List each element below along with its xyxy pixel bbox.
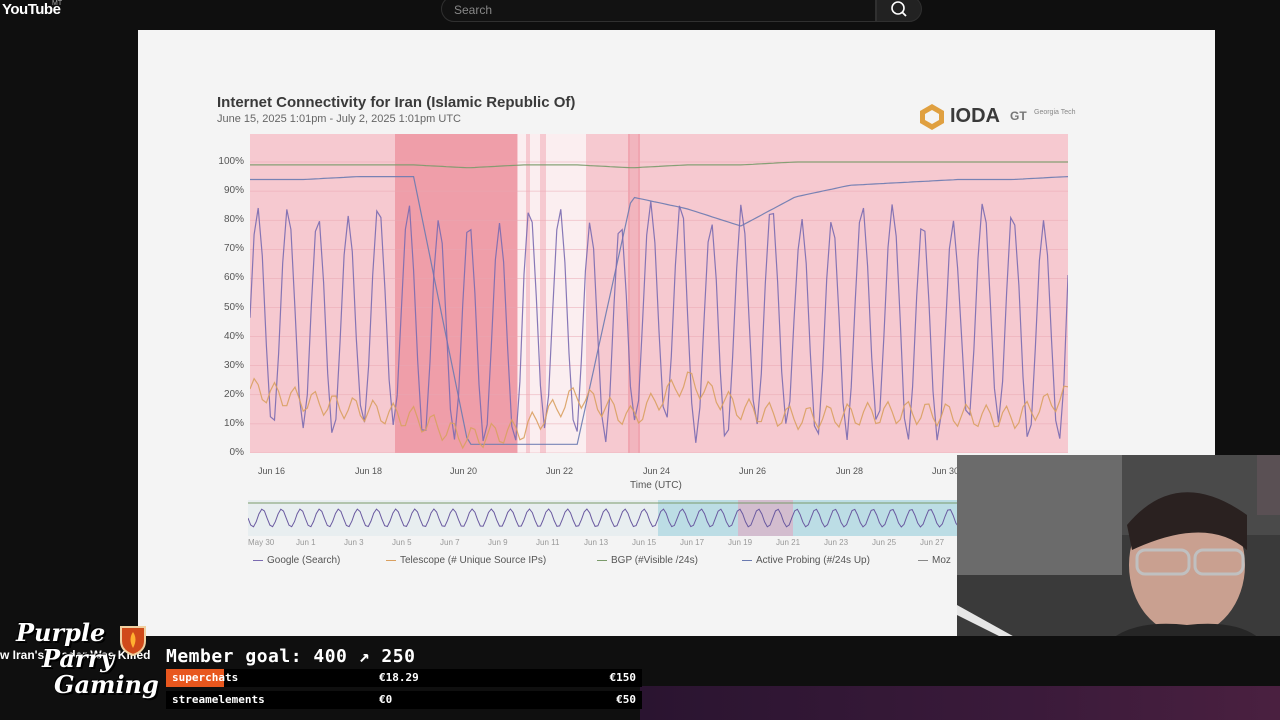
ioda-logo-icon [920,104,944,130]
superchats-highlight [166,669,224,687]
overview-outage [738,500,793,536]
x-tick-label: Jun 28 [836,466,864,476]
outage-band [628,134,640,453]
overview-tick-label: May 30 [248,538,275,547]
overview-tick-label: Jun 13 [584,538,609,547]
legend-label: BGP (#Visible /24s) [611,555,698,566]
ioda-brand: IODA [950,105,1000,127]
legend-label: Active Probing (#/24s Up) [756,555,870,566]
y-tick-label: 40% [223,330,244,342]
outage-background [250,134,1068,453]
ioda-slide: Internet Connectivity for Iran (Islamic … [138,30,1215,636]
overview-tick-label: Jun 3 [344,538,364,547]
legend-label: Telescope (# Unique Source IPs) [400,555,547,566]
legend-item[interactable]: BGP (#Visible /24s) [597,555,698,566]
connectivity-chart [250,134,1068,453]
legend-label: Moz [932,555,951,566]
y-tick-label: 80% [223,214,244,226]
brand-line-2: Parry [42,644,115,673]
row-target: €150 [609,671,637,684]
y-tick-label: 70% [223,243,244,255]
legend-item[interactable]: Google (Search) [253,555,340,566]
overview-tick-label: Jun 5 [392,538,412,547]
outage-gap [518,134,526,453]
overview-tick-label: Jun 23 [824,538,849,547]
y-tick-label: 100% [218,156,244,167]
purple-overlay-strip [640,686,1280,720]
gt-logo: GT [1010,109,1027,123]
shield-icon [120,626,146,656]
legend-swatch [597,559,607,561]
search-button[interactable] [876,0,922,22]
brand-line-1: Purple [16,618,106,647]
legend-item[interactable]: Telescope (# Unique Source IPs) [386,555,546,566]
row-current: €18.29 [379,671,419,684]
series-line [250,161,1068,169]
streamelements-row: streamelements €0 €50 [166,691,642,709]
georgia-tech-label: Georgia Tech [1034,109,1076,116]
x-tick-label: Jun 18 [355,466,383,476]
legend-label: Google (Search) [267,555,341,566]
superchats-row: superchats €18.29 €150 [166,669,642,687]
series-line [250,201,1068,443]
overview-line [248,508,1068,528]
top-bar: YouTube MT Search [0,0,1280,30]
y-tick-label: 90% [223,185,244,197]
legend-swatch [253,559,263,561]
chart-subtitle: June 15, 2025 1:01pm - July 2, 2025 1:01… [217,113,461,125]
series-line [250,371,1068,450]
row-current: €0 [379,693,393,706]
x-tick-label: Jun 22 [546,466,574,476]
search-placeholder: Search [454,3,493,17]
row-label: superchats [172,671,239,684]
outage-band-strong [395,134,517,453]
legend-swatch [386,559,396,561]
row-label: streamelements [172,693,265,706]
outage-gap [530,134,540,453]
x-axis-title: Time (UTC) [630,480,682,491]
overview-tick-label: Jun 9 [488,538,508,547]
legend-swatch [742,559,752,561]
logo-country-code: MT [52,0,63,7]
overview-tick-label: Jun 17 [680,538,705,547]
brand-line-3: Gaming [54,670,159,699]
overview-tick-label: Jun 15 [632,538,657,547]
legend-swatch [918,559,928,561]
news-ticker: w Iran's Leader Was Killed [0,648,151,662]
x-tick-label: Jun 30 [932,466,960,476]
overview-tick-label: Jun 27 [920,538,945,547]
overview-tick-label: Jun 1 [296,538,316,547]
y-tick-label: 20% [223,388,244,400]
row-target: €50 [616,693,636,706]
search-input[interactable]: Search [441,0,876,22]
channel-brand: Purple Parry Gaming [16,620,159,698]
youtube-logo[interactable]: YouTube [2,1,61,18]
series-line [250,175,1068,445]
legend-item[interactable]: Active Probing (#/24s Up) [742,555,870,566]
overview-tick-label: Jun 7 [440,538,460,547]
member-goal: Member goal: 400 ↗ 250 [166,646,416,667]
y-tick-label: 60% [223,272,244,284]
y-tick-label: 50% [223,301,244,313]
x-tick-label: Jun 20 [450,466,478,476]
overview-tick-label: Jun 19 [728,538,753,547]
x-tick-label: Jun 26 [739,466,767,476]
x-tick-label: Jun 24 [643,466,671,476]
y-tick-label: 10% [223,417,244,429]
overview-timeline[interactable] [248,500,1068,536]
y-tick-label: 0% [229,447,244,458]
x-tick-label: Jun 16 [258,466,286,476]
chart-title: Internet Connectivity for Iran (Islamic … [217,94,576,111]
overview-tick-label: Jun 25 [872,538,897,547]
search-icon [891,1,907,17]
y-tick-label: 30% [223,359,244,371]
legend-item[interactable]: Moz [918,555,951,566]
overview-tick-label: Jun 21 [776,538,801,547]
overview-tick-label: Jun 11 [536,538,560,547]
